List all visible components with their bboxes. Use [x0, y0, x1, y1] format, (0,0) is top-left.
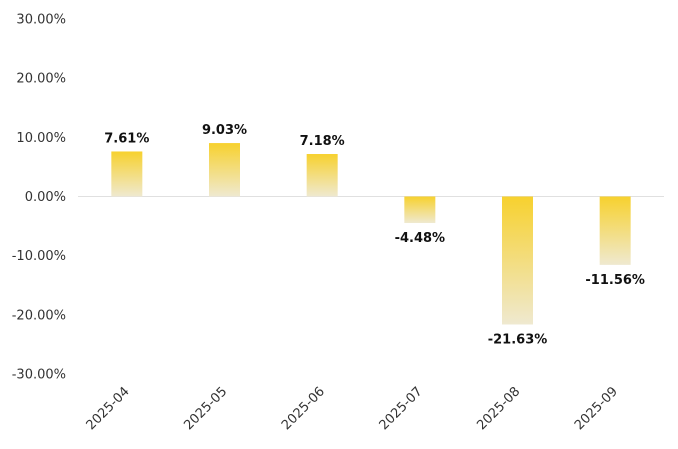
x-tick-label: 2025-05 — [181, 384, 230, 433]
data-label: 7.18% — [300, 134, 345, 149]
x-tick-label: 2025-06 — [279, 384, 328, 433]
x-axis: 2025-04 2025-05 2025-06 2025-07 2025-08 2025-… — [84, 384, 621, 433]
y-tick-label: -30.00% — [12, 368, 66, 383]
bar — [111, 151, 143, 197]
x-tick-label: 2025-09 — [572, 384, 621, 433]
y-axis: 30.00% 20.00% 10.00% 0.00% -10.00% -20.00% -30… — [12, 13, 664, 383]
data-label: -21.63% — [488, 332, 548, 347]
bar — [502, 196, 533, 325]
bar — [209, 143, 240, 197]
bar — [306, 154, 338, 197]
y-tick-label: 30.00% — [16, 13, 66, 28]
y-tick-label: 10.00% — [16, 131, 66, 146]
x-tick-label: 2025-07 — [377, 384, 426, 433]
y-tick-label: 0.00% — [25, 190, 66, 205]
bar-series — [111, 143, 631, 325]
x-tick-label: 2025-08 — [474, 384, 523, 433]
y-tick-label: -10.00% — [12, 249, 66, 264]
y-tick-label: 20.00% — [16, 72, 66, 87]
data-labels: 7.61% 9.03% 7.18% -4.48% -21.63% -11.56% — [104, 123, 645, 347]
y-tick-label: -20.00% — [12, 308, 66, 323]
bar — [599, 196, 631, 265]
data-label: -11.56% — [585, 273, 645, 288]
bar — [404, 196, 436, 224]
x-tick-label: 2025-04 — [84, 384, 133, 433]
data-label: 7.61% — [104, 131, 149, 146]
data-label: -4.48% — [395, 231, 446, 246]
data-label: 9.03% — [202, 123, 247, 138]
